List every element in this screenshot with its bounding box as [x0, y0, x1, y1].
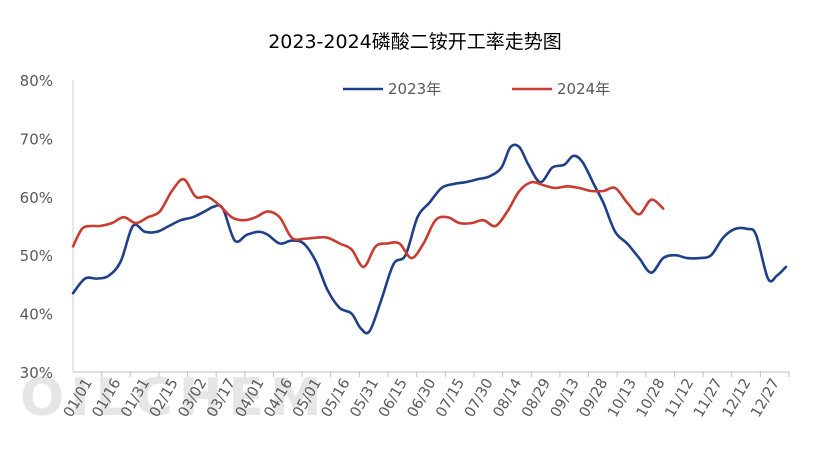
y-tick-label: 70%	[20, 130, 53, 148]
series-line-2024	[71, 177, 665, 269]
legend-label: 2023年	[388, 80, 441, 98]
watermark-logo: OILCHEM	[20, 368, 328, 428]
y-tick-label: 80%	[20, 72, 53, 90]
series-lines	[71, 143, 788, 335]
x-tick-label: 12/27	[748, 376, 783, 420]
y-axis-ticks: 30% 40% 50% 60% 70% 80%	[20, 72, 53, 382]
y-tick-label: 40%	[20, 306, 53, 324]
y-tick-label: 50%	[20, 247, 53, 265]
y-tick-label: 60%	[20, 189, 53, 207]
chart-title: 2023-2024磷酸二铵开工率走势图	[268, 31, 562, 53]
series-line-2023	[71, 143, 788, 335]
y-tick-label: 30%	[20, 364, 53, 382]
legend-label: 2024年	[557, 80, 610, 98]
legend: 2023年 2024年	[343, 80, 610, 98]
